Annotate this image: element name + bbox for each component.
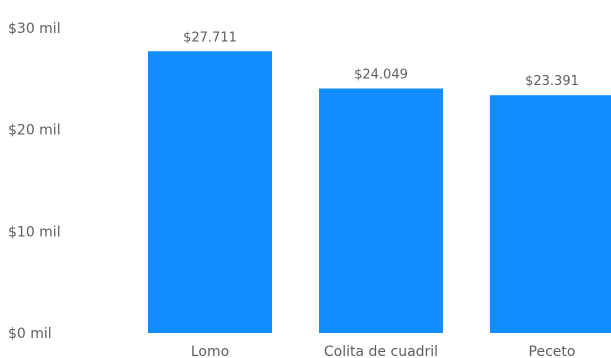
- x-axis: Lomo Colita de cuadril Peceto: [191, 344, 576, 358]
- category-label: Colita de cuadril: [324, 344, 438, 358]
- bars: [148, 51, 611, 334]
- data-label: $24.049: [354, 68, 408, 83]
- data-label: $27.711: [183, 30, 237, 45]
- data-label: $23.391: [525, 74, 579, 89]
- y-tick-label: $10 mil: [8, 224, 61, 240]
- bar[interactable]: [319, 88, 443, 333]
- y-tick-label: $30 mil: [8, 21, 61, 37]
- y-tick-label: $20 mil: [8, 123, 61, 139]
- y-axis: $0 mil $10 mil $20 mil $30 mil: [8, 21, 61, 342]
- data-labels: $27.711 $24.049 $23.391: [183, 30, 579, 89]
- category-label: Peceto: [529, 344, 576, 358]
- bar[interactable]: [490, 95, 611, 333]
- y-tick-label: $0 mil: [8, 326, 52, 342]
- category-label: Lomo: [191, 344, 229, 358]
- bar[interactable]: [148, 51, 272, 334]
